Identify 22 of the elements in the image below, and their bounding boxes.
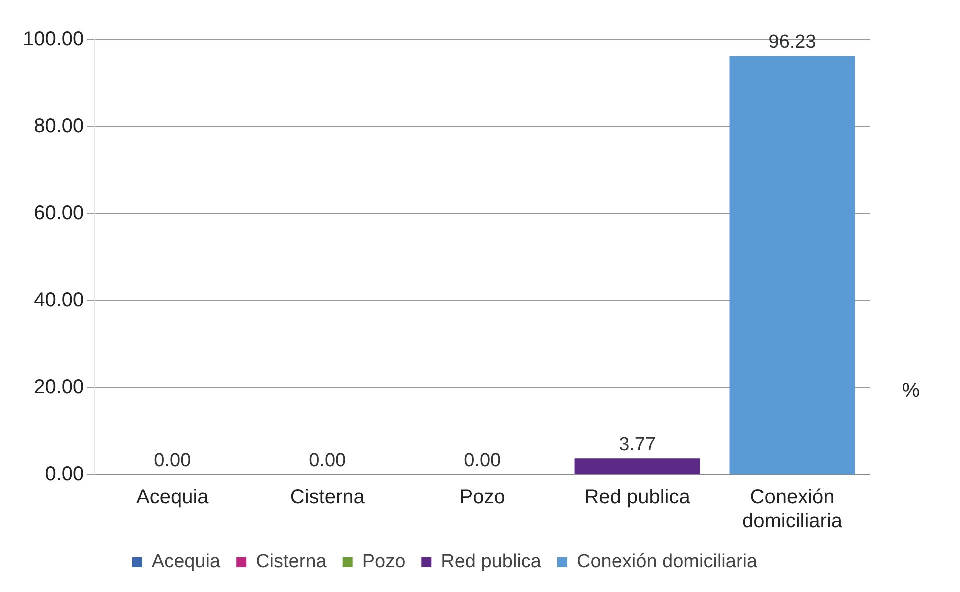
x-tick-label: Conexión domiciliaria	[742, 486, 844, 533]
y-tick-label: 40.00	[34, 290, 84, 312]
data-label: 96.23	[768, 32, 816, 54]
y-tick-label: 20.00	[34, 376, 84, 399]
legend-label: Acequia	[152, 552, 222, 573]
data-label: 0.00	[464, 450, 502, 472]
data-label: 0.00	[154, 450, 192, 472]
data-label: 0.00	[309, 450, 346, 472]
legend-label: Cisterna	[256, 552, 328, 573]
y-tick-label: 60.00	[34, 202, 84, 225]
x-tick-label: Red publica	[584, 486, 692, 509]
legend-label: Pozo	[362, 552, 406, 573]
x-tick-label: Cisterna	[290, 486, 366, 509]
y-tick-label: 100.00	[23, 28, 84, 51]
legend-label: Conexión domiciliaria	[576, 552, 758, 573]
legend-label: Red publica	[441, 552, 542, 573]
y-tick-label: 80.00	[34, 116, 84, 138]
x-tick-label: Pozo	[460, 486, 506, 509]
text: %	[902, 380, 920, 403]
y-tick-label: 0.00	[45, 464, 84, 486]
x-tick-label: Acequia	[136, 486, 210, 509]
data-label: 3.77	[619, 434, 656, 456]
